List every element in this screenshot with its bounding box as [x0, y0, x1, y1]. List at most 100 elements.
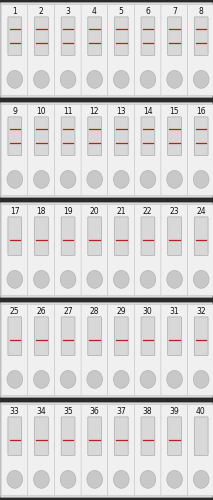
FancyBboxPatch shape	[168, 317, 181, 356]
Ellipse shape	[167, 70, 182, 88]
FancyBboxPatch shape	[161, 304, 188, 396]
Text: 7: 7	[172, 7, 177, 16]
FancyBboxPatch shape	[28, 104, 55, 196]
FancyBboxPatch shape	[114, 117, 128, 156]
FancyBboxPatch shape	[61, 317, 75, 356]
Text: 37: 37	[116, 407, 126, 416]
FancyBboxPatch shape	[134, 204, 161, 296]
FancyBboxPatch shape	[35, 317, 48, 356]
FancyBboxPatch shape	[141, 317, 155, 356]
Ellipse shape	[87, 270, 102, 288]
FancyBboxPatch shape	[134, 304, 161, 396]
FancyBboxPatch shape	[188, 204, 213, 296]
Text: 23: 23	[170, 207, 179, 216]
Ellipse shape	[167, 370, 182, 388]
Ellipse shape	[34, 70, 49, 88]
Ellipse shape	[87, 370, 102, 388]
Text: 3: 3	[65, 7, 70, 16]
FancyBboxPatch shape	[28, 404, 55, 496]
Text: 6: 6	[145, 7, 150, 16]
FancyBboxPatch shape	[1, 404, 28, 496]
Ellipse shape	[193, 470, 209, 488]
FancyBboxPatch shape	[108, 304, 134, 396]
Text: 29: 29	[116, 307, 126, 316]
FancyBboxPatch shape	[114, 417, 128, 456]
Ellipse shape	[114, 170, 129, 188]
FancyBboxPatch shape	[1, 104, 28, 196]
FancyBboxPatch shape	[161, 104, 188, 196]
FancyBboxPatch shape	[161, 4, 188, 96]
Text: 36: 36	[89, 407, 99, 416]
Text: 13: 13	[116, 107, 126, 116]
Text: 25: 25	[10, 307, 19, 316]
Ellipse shape	[87, 470, 102, 488]
Ellipse shape	[114, 70, 129, 88]
FancyBboxPatch shape	[141, 417, 155, 456]
Text: 19: 19	[63, 207, 73, 216]
Ellipse shape	[140, 470, 156, 488]
FancyBboxPatch shape	[0, 402, 213, 498]
FancyBboxPatch shape	[61, 17, 75, 56]
FancyBboxPatch shape	[168, 417, 181, 456]
FancyBboxPatch shape	[114, 17, 128, 56]
FancyBboxPatch shape	[134, 4, 161, 96]
FancyBboxPatch shape	[114, 317, 128, 356]
Text: 26: 26	[36, 307, 46, 316]
FancyBboxPatch shape	[141, 17, 155, 56]
Text: 28: 28	[90, 307, 99, 316]
FancyBboxPatch shape	[1, 204, 28, 296]
FancyBboxPatch shape	[88, 217, 102, 256]
Text: 16: 16	[196, 107, 206, 116]
FancyBboxPatch shape	[188, 4, 213, 96]
Ellipse shape	[193, 70, 209, 88]
Text: 9: 9	[12, 107, 17, 116]
Ellipse shape	[167, 270, 182, 288]
FancyBboxPatch shape	[88, 417, 102, 456]
Ellipse shape	[140, 370, 156, 388]
Text: 33: 33	[10, 407, 19, 416]
Ellipse shape	[7, 270, 23, 288]
FancyBboxPatch shape	[141, 117, 155, 156]
FancyBboxPatch shape	[55, 304, 81, 396]
FancyBboxPatch shape	[81, 204, 108, 296]
Text: 31: 31	[170, 307, 179, 316]
Ellipse shape	[193, 370, 209, 388]
Text: 18: 18	[36, 207, 46, 216]
Text: 8: 8	[199, 7, 203, 16]
FancyBboxPatch shape	[108, 104, 134, 196]
Ellipse shape	[114, 270, 129, 288]
FancyBboxPatch shape	[0, 302, 213, 398]
FancyBboxPatch shape	[61, 217, 75, 256]
FancyBboxPatch shape	[61, 117, 75, 156]
Text: 32: 32	[196, 307, 206, 316]
FancyBboxPatch shape	[55, 4, 81, 96]
Text: 12: 12	[90, 107, 99, 116]
Ellipse shape	[7, 170, 23, 188]
FancyBboxPatch shape	[28, 4, 55, 96]
FancyBboxPatch shape	[8, 17, 22, 56]
FancyBboxPatch shape	[35, 417, 48, 456]
Text: 21: 21	[116, 207, 126, 216]
FancyBboxPatch shape	[134, 104, 161, 196]
Ellipse shape	[7, 470, 23, 488]
Text: 17: 17	[10, 207, 19, 216]
FancyBboxPatch shape	[188, 304, 213, 396]
Text: 14: 14	[143, 107, 153, 116]
Text: 11: 11	[63, 107, 73, 116]
FancyBboxPatch shape	[28, 204, 55, 296]
Ellipse shape	[34, 170, 49, 188]
Ellipse shape	[34, 370, 49, 388]
FancyBboxPatch shape	[55, 404, 81, 496]
Text: 39: 39	[169, 407, 179, 416]
FancyBboxPatch shape	[108, 404, 134, 496]
Text: 30: 30	[143, 307, 153, 316]
Text: 27: 27	[63, 307, 73, 316]
Text: 1: 1	[12, 7, 17, 16]
FancyBboxPatch shape	[55, 104, 81, 196]
FancyBboxPatch shape	[0, 102, 213, 198]
Ellipse shape	[114, 470, 129, 488]
FancyBboxPatch shape	[161, 404, 188, 496]
Ellipse shape	[193, 270, 209, 288]
Text: 5: 5	[119, 7, 124, 16]
FancyBboxPatch shape	[81, 4, 108, 96]
